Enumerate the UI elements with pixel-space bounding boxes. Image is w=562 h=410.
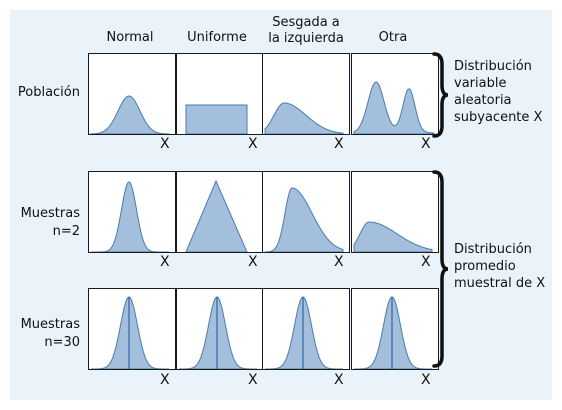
group-label-line: aleatoria [454, 93, 512, 108]
distribution-curve [91, 181, 169, 252]
curve-area [91, 296, 169, 369]
distribution-curve [265, 296, 343, 369]
x-axis-label: X [421, 254, 431, 270]
column-header-sesgada: Sesgada a la izquierda [256, 15, 356, 47]
brace-bottom [432, 170, 449, 368]
distribution-curve [353, 221, 433, 252]
x-axis-label: X [160, 254, 170, 270]
curve-area [264, 102, 344, 134]
distribution-curve [90, 95, 170, 134]
column-header-line: la izquierda [268, 31, 344, 46]
x-axis-label: X [334, 254, 344, 270]
distribution-curve [353, 81, 435, 134]
x-axis-label: X [334, 136, 344, 152]
x-axis-label: X [334, 372, 344, 388]
curve-area [353, 81, 435, 134]
curve-area [353, 221, 433, 252]
column-header-normal: Normal [80, 30, 180, 46]
row-header-line: Población [17, 85, 80, 100]
x-axis-label: X [160, 372, 170, 388]
plot-n30-normal [88, 288, 176, 370]
x-axis-label: X [160, 136, 170, 152]
plot-poblacion-normal [88, 53, 176, 135]
row-header-muestras-n30: Muestras n=30 [8, 316, 80, 352]
distribution-curve [265, 187, 344, 252]
plot-n30-otra [351, 288, 439, 370]
column-header-otra: Otra [343, 30, 443, 46]
curve-area [179, 296, 257, 369]
row-header-poblacion: Población [8, 85, 80, 101]
curve-area [90, 95, 170, 134]
column-header-uniforme: Uniforme [167, 30, 267, 46]
x-axis-label: X [248, 372, 258, 388]
curve-area [354, 296, 432, 369]
plot-poblacion-uniforme [176, 53, 264, 135]
row-header-line: Muestras [20, 317, 80, 332]
distribution-curve [185, 179, 248, 252]
x-axis-label: X [248, 136, 258, 152]
group-label-line: Distribución [454, 242, 532, 257]
distribution-curve [264, 102, 344, 134]
plot-poblacion-sesgada [262, 53, 350, 135]
plot-n30-sesgada [262, 288, 350, 370]
column-header-line: Uniforme [187, 30, 247, 45]
group-label-line: muestral de X [454, 276, 546, 291]
x-axis-label: X [421, 136, 431, 152]
plot-poblacion-otra [351, 53, 439, 135]
curve-area [265, 187, 344, 252]
brace-top [432, 52, 449, 138]
column-header-line: Normal [106, 30, 154, 45]
plot-n2-sesgada [262, 171, 350, 253]
curve-area [265, 296, 343, 369]
plot-n2-normal [88, 171, 176, 253]
row-header-line: n=2 [52, 224, 80, 239]
plot-n30-uniforme [176, 288, 264, 370]
plot-n2-uniforme [176, 171, 264, 253]
group-label-promedio-muestral: Distribución promedio muestral de X [454, 241, 545, 292]
column-header-line: Sesgada a [272, 15, 340, 30]
distribution-curve [91, 296, 169, 369]
distribution-curve [354, 296, 432, 369]
group-label-line: Distribución [454, 59, 532, 74]
group-label-variable-aleatoria: Distribución variable aleatoria subyacen… [454, 58, 542, 126]
x-axis-label: X [421, 372, 431, 388]
x-axis-label: X [248, 254, 258, 270]
column-header-line: Otra [378, 30, 408, 45]
curve-area [91, 181, 169, 252]
plot-n2-otra [351, 171, 439, 253]
group-label-line: promedio [454, 259, 516, 274]
curve-area [185, 104, 248, 134]
distribution-curve [185, 104, 248, 134]
row-header-muestras-n2: Muestras n=2 [8, 205, 80, 241]
curve-area [185, 179, 248, 252]
group-label-line: variable [454, 76, 507, 91]
row-header-line: Muestras [20, 206, 80, 221]
distribution-curve [179, 296, 257, 369]
row-header-line: n=30 [44, 335, 80, 350]
group-label-line: subyacente X [454, 110, 543, 125]
